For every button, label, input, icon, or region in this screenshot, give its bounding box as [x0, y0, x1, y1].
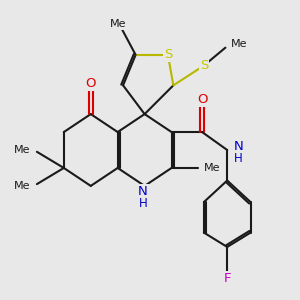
Text: Me: Me: [14, 181, 30, 191]
Text: O: O: [197, 93, 207, 106]
Text: O: O: [85, 77, 96, 90]
Text: Me: Me: [204, 163, 220, 173]
Text: Me: Me: [110, 19, 126, 29]
Text: S: S: [200, 59, 208, 72]
Text: F: F: [224, 272, 231, 285]
Text: H: H: [234, 152, 242, 166]
Text: S: S: [164, 48, 172, 61]
Text: Me: Me: [231, 39, 247, 49]
Text: H: H: [138, 197, 147, 210]
Text: Me: Me: [14, 145, 30, 155]
Text: N: N: [234, 140, 243, 153]
Text: N: N: [138, 185, 148, 198]
